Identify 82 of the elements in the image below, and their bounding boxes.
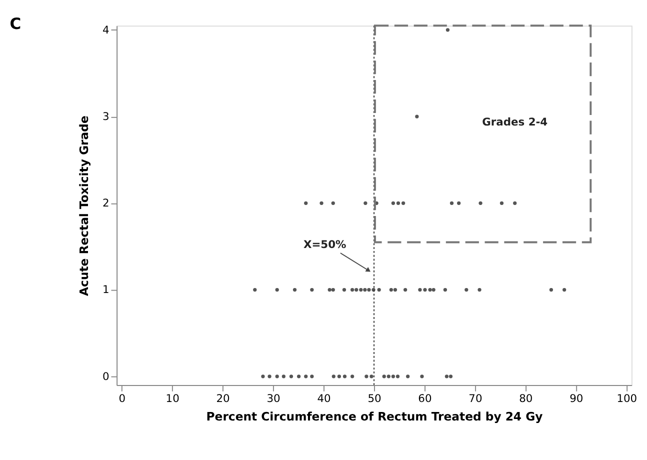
point	[446, 28, 450, 32]
y-tick-label: 1	[102, 283, 110, 296]
point	[275, 374, 279, 378]
point	[350, 374, 354, 378]
point	[391, 374, 396, 378]
x-tick-label: 60	[418, 392, 432, 406]
y-tick-label: 2	[102, 196, 110, 210]
point	[310, 288, 314, 292]
point	[332, 374, 336, 378]
point	[292, 288, 297, 292]
point	[420, 374, 424, 378]
point	[406, 374, 410, 378]
point	[513, 201, 517, 205]
point	[253, 288, 257, 292]
y-tick-label: 4	[102, 23, 110, 36]
x-tick-label: 100	[616, 392, 638, 406]
point	[382, 374, 386, 378]
point	[457, 201, 461, 205]
point	[401, 201, 406, 205]
point	[331, 288, 335, 292]
point	[296, 374, 301, 378]
point	[500, 201, 504, 205]
point	[389, 288, 393, 292]
point	[478, 288, 482, 292]
point	[268, 374, 272, 378]
point	[403, 288, 408, 292]
y-tick-label: 3	[102, 110, 110, 123]
point	[386, 374, 390, 378]
point	[363, 288, 367, 292]
x-tick-label: 70	[468, 392, 482, 406]
point	[364, 201, 368, 205]
point	[304, 201, 308, 205]
x-axis-title: Percent Circumference of Rectum Treated by 24 Gy	[206, 410, 544, 424]
y-axis-title: Acute Rectal Toxicity Grade	[76, 116, 91, 296]
point	[359, 288, 363, 292]
point	[342, 374, 347, 378]
point	[478, 201, 482, 205]
x-tick-label: 0	[118, 392, 126, 406]
point	[377, 288, 381, 292]
x-tick-label: 50	[368, 392, 382, 406]
point	[396, 201, 400, 205]
annotation: X=50%	[304, 238, 347, 252]
x-tick-label: 10	[166, 392, 180, 406]
x-tick-label: 20	[216, 392, 230, 406]
point	[391, 201, 396, 205]
y-tick-label: 0	[102, 370, 110, 383]
point	[418, 288, 422, 292]
point	[289, 374, 294, 378]
point	[432, 288, 436, 292]
point	[370, 374, 374, 378]
point	[304, 374, 308, 378]
point	[428, 288, 432, 292]
point	[275, 288, 279, 292]
point	[310, 374, 314, 378]
point	[331, 201, 335, 205]
point	[415, 114, 419, 118]
x-tick-label: 40	[317, 392, 332, 406]
point	[396, 374, 400, 378]
point	[549, 288, 554, 292]
point	[444, 374, 449, 378]
point	[364, 374, 368, 378]
point	[342, 288, 346, 292]
point	[464, 288, 468, 292]
point	[450, 201, 454, 205]
point	[393, 288, 398, 292]
point	[320, 201, 324, 205]
annotation: Grades 2-4	[482, 116, 548, 129]
point	[423, 288, 427, 292]
chart-title: C	[10, 14, 22, 33]
point	[261, 374, 265, 378]
x-tick-label: 80	[519, 392, 533, 406]
point	[350, 288, 354, 292]
point	[367, 288, 371, 292]
x-tick-label: 90	[570, 392, 584, 406]
point	[354, 288, 358, 292]
point	[337, 374, 342, 378]
x-tick-label: 30	[266, 392, 281, 406]
point	[448, 374, 453, 378]
point	[562, 288, 566, 292]
point	[282, 374, 286, 378]
point	[328, 288, 332, 292]
point	[443, 288, 448, 292]
